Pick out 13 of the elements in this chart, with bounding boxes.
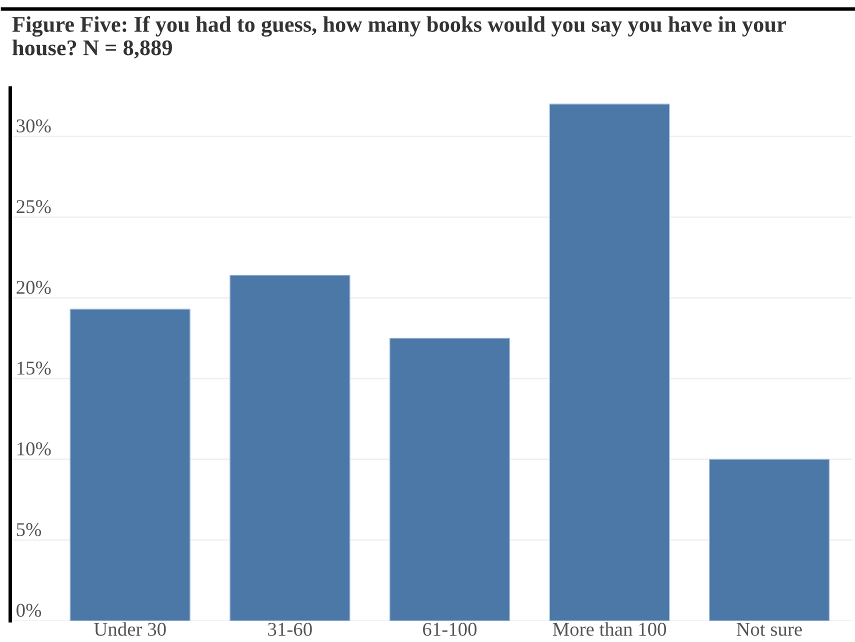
y-tick-label: 20% xyxy=(16,280,51,294)
x-tick-label: Under 30 xyxy=(94,622,166,636)
x-tick-label: Not sure xyxy=(736,622,802,636)
y-tick-label: 0% xyxy=(16,604,42,617)
x-tick-label: More than 100 xyxy=(552,622,666,636)
x-tick-label: 31-60 xyxy=(268,622,312,636)
y-tick-label: 30% xyxy=(16,119,51,133)
y-tick-label: 15% xyxy=(18,362,51,375)
x-tick-label: 61-100 xyxy=(423,622,477,636)
y-tick-label: 5% xyxy=(16,523,42,536)
y-tick-label: 10% xyxy=(18,442,51,456)
y-tick-label: 25% xyxy=(16,200,51,214)
chart-title: Figure Five: If you had to guess, how many books would you say you have in your house? N = 8,889 xyxy=(12,16,786,59)
